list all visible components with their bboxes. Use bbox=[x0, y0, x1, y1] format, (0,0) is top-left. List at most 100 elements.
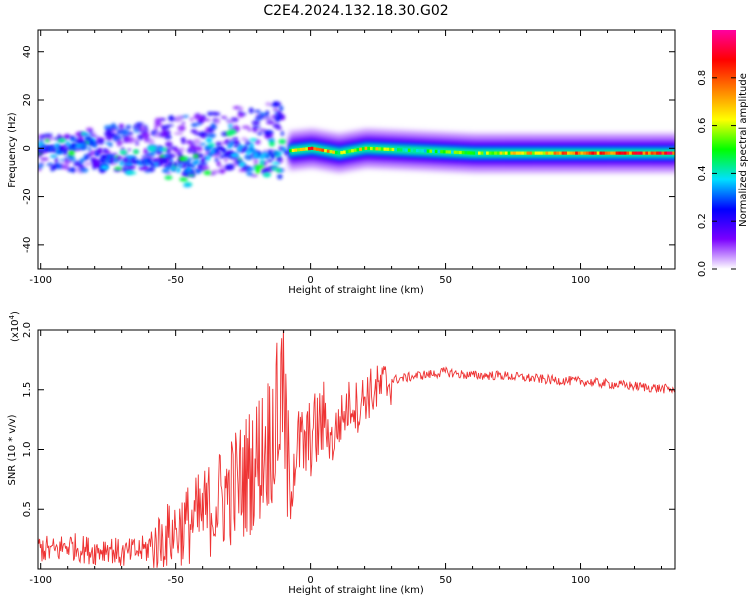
spectrogram-x-tick-label: 100 bbox=[571, 275, 590, 286]
trace-core-cell bbox=[623, 151, 627, 155]
trace-core-cell bbox=[507, 151, 511, 155]
trace-core-cell bbox=[540, 151, 543, 155]
trace-core-cell bbox=[426, 149, 430, 153]
scatter-blob bbox=[159, 131, 168, 137]
scatter-blob bbox=[270, 104, 277, 107]
scatter-blob bbox=[192, 149, 197, 155]
scatter-blob bbox=[224, 158, 228, 163]
trace-core-cell bbox=[499, 151, 503, 155]
scatter-blob bbox=[280, 130, 284, 137]
scatter-blob bbox=[223, 166, 234, 171]
trace-core-cell bbox=[504, 151, 508, 155]
scatter-blob bbox=[195, 169, 201, 175]
trace-core-cell bbox=[548, 151, 551, 155]
trace-core-cell bbox=[629, 151, 632, 155]
scatter-blob bbox=[258, 128, 267, 132]
scatter-blob bbox=[182, 115, 190, 118]
trace-core-cell bbox=[343, 150, 346, 154]
trace-left-cell bbox=[222, 147, 227, 154]
snr-axes: -100 -50 0 50 100 0.5 1.0 1.5 2.0 bbox=[22, 322, 675, 586]
trace-core-cell bbox=[553, 151, 557, 155]
scatter-blob bbox=[185, 163, 194, 168]
scatter-blob bbox=[191, 122, 198, 127]
snr-series-line bbox=[38, 330, 675, 568]
trace-left-cell bbox=[243, 146, 249, 153]
scatter-blob bbox=[137, 123, 142, 130]
trace-core-cell bbox=[310, 146, 314, 150]
trace-left-cell bbox=[95, 151, 100, 157]
trace-core-cell bbox=[510, 151, 514, 155]
trace-core-cell bbox=[432, 149, 435, 153]
trace-left-cell bbox=[97, 147, 103, 154]
trace-core-cell bbox=[472, 151, 476, 155]
bright-spot bbox=[249, 138, 258, 142]
trace-core-cell bbox=[661, 151, 665, 155]
colorbar-tick-label: 0.8 bbox=[697, 70, 708, 86]
trace-left-cell bbox=[281, 146, 286, 152]
trace-left-cell bbox=[173, 161, 178, 167]
trace-core-cell bbox=[402, 148, 406, 152]
trace-core-cell bbox=[604, 151, 608, 155]
trace-core-cell bbox=[666, 151, 670, 155]
trace-core-cell bbox=[437, 149, 441, 154]
snr-x-tick-label: 50 bbox=[439, 575, 452, 586]
snr-x-axis-label: Height of straight line (km) bbox=[288, 585, 424, 596]
snr-panel: -100 -50 0 50 100 0.5 1.0 1.5 2.0 Height of stra… bbox=[7, 311, 676, 596]
trace-core-cell bbox=[313, 147, 317, 151]
scatter-blob bbox=[237, 112, 245, 118]
scatter-blob bbox=[46, 162, 54, 167]
scatter-blob bbox=[256, 132, 263, 136]
scatter-blob bbox=[279, 105, 284, 112]
spectrogram-x-tick-label: -50 bbox=[167, 275, 183, 286]
trace-core-cell bbox=[450, 150, 454, 154]
spectrogram-panel: -100 -50 0 50 100 40 20 0 -20 -40 Height of strai… bbox=[7, 29, 676, 296]
trace-core-cell bbox=[332, 150, 336, 154]
scatter-blob bbox=[273, 108, 278, 112]
bright-spot bbox=[207, 143, 216, 147]
scatter-blob bbox=[126, 126, 131, 129]
trace-left-cell bbox=[265, 153, 270, 160]
trace-core-cell bbox=[391, 147, 395, 152]
trace-core-cell bbox=[305, 147, 309, 151]
bright-spot bbox=[278, 139, 287, 145]
trace-core-cell bbox=[321, 148, 325, 152]
scatter-blob bbox=[281, 116, 286, 120]
trace-core-cell bbox=[534, 151, 538, 155]
scatter-blob bbox=[231, 137, 239, 141]
trace-core-cell bbox=[383, 147, 387, 151]
trace-core-cell bbox=[618, 151, 622, 155]
scatter-blob bbox=[200, 143, 206, 146]
trace-core-cell bbox=[561, 151, 565, 155]
trace-core-cell bbox=[329, 150, 333, 154]
scatter-blob bbox=[130, 138, 139, 142]
scatter-blob bbox=[225, 119, 230, 122]
bright-spot bbox=[157, 146, 164, 153]
scatter-blob bbox=[219, 165, 225, 168]
scatter-blob bbox=[79, 157, 86, 164]
scatter-blob bbox=[181, 138, 186, 145]
scatter-blob bbox=[174, 115, 183, 123]
bright-spot bbox=[205, 137, 213, 143]
trace-core-cell bbox=[388, 147, 392, 151]
trace-core-cell bbox=[610, 151, 614, 155]
trace-core-cell bbox=[496, 151, 500, 155]
scatter-blob bbox=[212, 112, 221, 116]
trace-core-cell bbox=[380, 147, 384, 151]
scatter-blob bbox=[202, 165, 210, 171]
trace-core-cell bbox=[518, 151, 522, 155]
trace-core-cell bbox=[410, 148, 414, 152]
scatter-blob bbox=[254, 109, 261, 113]
scatter-blob bbox=[38, 162, 45, 166]
bright-spot bbox=[127, 171, 137, 175]
scatter-blob bbox=[155, 132, 160, 138]
scatter-blob bbox=[154, 122, 162, 127]
trace-core-cell bbox=[324, 149, 327, 153]
trace-core-cell bbox=[318, 148, 322, 152]
trace-core-cell bbox=[537, 151, 541, 155]
scatter-blob bbox=[161, 128, 166, 132]
scatter-blob bbox=[187, 147, 193, 154]
scatter-blob bbox=[148, 138, 155, 145]
scatter-blob bbox=[63, 134, 69, 140]
trace-left-cell bbox=[213, 148, 219, 154]
